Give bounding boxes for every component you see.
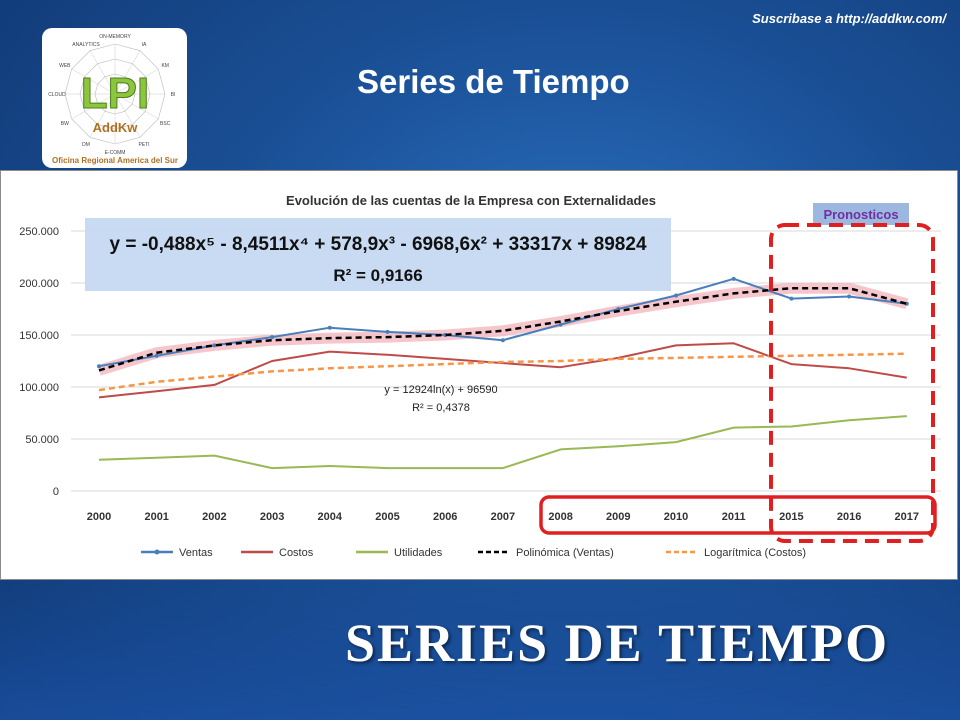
log-equation: y = 12924ln(x) + 96590 <box>384 384 497 396</box>
y-tick-label: 0 <box>53 486 59 498</box>
series-line-2 <box>98 415 907 470</box>
y-axis-ticks: 0 50.000 100.000 150.000 200.000 250.000 <box>19 226 59 498</box>
radar-label: E-COMM <box>105 150 126 156</box>
radar-spoke <box>114 93 141 138</box>
logo-radar: ON-MEMORY IA KM BI BSC PETI E-COMM DM BW CLOUD WEB… <box>48 34 175 156</box>
radar-spoke <box>114 68 159 95</box>
radar-label: BW <box>61 121 69 127</box>
ventas-point <box>212 343 217 348</box>
y-tick-label: 100.000 <box>19 382 59 394</box>
legend-marker <box>154 549 160 555</box>
x-tick-label: 2007 <box>491 511 515 523</box>
ventas-point <box>731 276 736 281</box>
ventas-point <box>674 293 678 298</box>
x-tick-label: 2017 <box>895 511 919 523</box>
x-tick-label: 2015 <box>779 511 803 523</box>
y-tick-label: 150.000 <box>19 330 59 342</box>
radar-label: KM <box>161 63 169 69</box>
logo-sub: AddKw <box>93 120 139 135</box>
series-line-4 <box>98 352 907 392</box>
radar-spoke <box>71 68 116 95</box>
legend-label: Utilidades <box>394 547 443 559</box>
radar-label: IA <box>142 42 147 48</box>
x-tick-label: 2002 <box>202 511 226 523</box>
logo-office: Oficina Regional America del Sur <box>52 156 178 165</box>
forecast-label-box <box>813 203 909 225</box>
chart-title: Evolución de las cuentas de la Empresa c… <box>286 193 656 208</box>
chart-series <box>97 276 909 470</box>
ventas-point <box>558 322 563 327</box>
lpi-logo: ON-MEMORY IA KM BI BSC PETI E-COMM DM BW CLOUD WEB… <box>42 28 187 168</box>
radar-label: WEB <box>59 63 71 69</box>
radar-spoke <box>71 93 116 120</box>
logo-brand: LPI <box>81 69 149 118</box>
x-tick-label: 2008 <box>548 511 572 523</box>
y-tick-label: 50.000 <box>25 434 59 446</box>
chart-legend: Ventas Costos Utilidades Polinómica (Ventas… <box>141 547 806 559</box>
slide-title: Series de Tiempo <box>357 63 630 100</box>
legend-label: Costos <box>279 547 314 559</box>
y-tick-label: 250.000 <box>19 226 59 238</box>
radar-label: CLOUD <box>48 92 66 98</box>
radar-label: BSC <box>160 121 171 127</box>
ventas-point <box>270 335 275 340</box>
radar-label: DM <box>82 142 90 148</box>
ventas-point <box>154 353 159 358</box>
x-tick-label: 2004 <box>318 511 343 523</box>
polynomial-glow <box>97 282 909 376</box>
subscribe-link[interactable]: Suscribase a http://addkw.com/ <box>752 11 946 26</box>
forecast-label: Pronosticos <box>823 207 898 222</box>
x-tick-label: 2009 <box>606 511 630 523</box>
x-tick-label: 2001 <box>144 511 168 523</box>
radar-label: PETI <box>138 142 149 148</box>
footer-title: SERIES DE TIEMPO <box>345 613 890 673</box>
ventas-point <box>789 296 794 301</box>
ventas-point <box>327 325 332 330</box>
x-tick-label: 2000 <box>87 511 111 523</box>
chart-container: Evolución de las cuentas de la Empresa c… <box>0 170 958 580</box>
radar-spoke <box>114 50 141 95</box>
ventas-point <box>385 329 390 334</box>
legend-label: Polinómica (Ventas) <box>516 547 614 559</box>
series-line-1 <box>98 342 907 399</box>
x-tick-label: 2016 <box>837 511 861 523</box>
legend-label: Logarítmica (Costos) <box>704 547 806 559</box>
x-tick-label: 2003 <box>260 511 284 523</box>
chart-svg: Evolución de las cuentas de la Empresa c… <box>19 193 941 559</box>
legend-label: Ventas <box>179 547 213 559</box>
x-tick-label: 2010 <box>664 511 688 523</box>
x-axis-ticks: 2000 2001 2002 2003 2004 2005 2006 2007 2008 2009… <box>87 511 919 523</box>
ventas-point <box>97 364 101 369</box>
background-wave <box>0 560 960 720</box>
radar-spoke <box>114 93 159 120</box>
radar-spoke <box>89 93 116 138</box>
poly-equation: y = -0,488x⁵ - 8,4511x⁴ + 578,9x³ - 6968… <box>109 234 646 255</box>
radar-label: ANALYTICS <box>72 42 100 48</box>
x-tick-label: 2005 <box>375 511 399 523</box>
forecast-highlight <box>769 223 935 543</box>
poly-equation-box <box>85 218 671 291</box>
log-r2: R² = 0,4378 <box>412 402 470 414</box>
recent-years-highlight <box>539 495 937 535</box>
poly-r2: R² = 0,9166 <box>333 266 422 285</box>
y-tick-label: 200.000 <box>19 278 59 290</box>
ventas-point <box>500 338 505 343</box>
radar-label: ON-MEMORY <box>99 34 131 40</box>
radar-label: BI <box>171 92 176 98</box>
radar-spoke <box>89 50 116 95</box>
x-tick-label: 2011 <box>722 511 746 523</box>
ventas-point <box>847 294 852 299</box>
x-tick-label: 2006 <box>433 511 457 523</box>
